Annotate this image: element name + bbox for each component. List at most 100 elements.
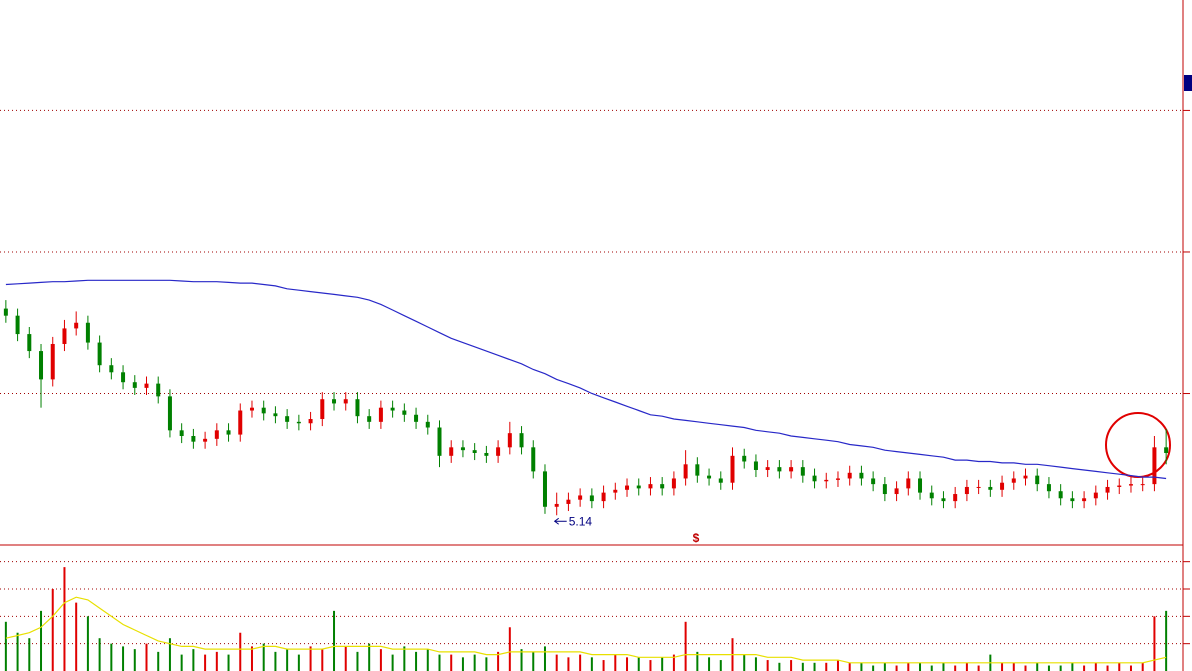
candle-body (425, 421, 430, 428)
candle-body (542, 471, 547, 507)
candle-body (144, 383, 149, 388)
candle-body (132, 382, 137, 388)
candle-body (472, 450, 477, 453)
candle-body (1046, 484, 1051, 492)
candle-body (460, 447, 465, 451)
candle-body (367, 416, 372, 422)
candle-body (1000, 482, 1005, 490)
candle-body (648, 484, 653, 489)
candle-body (156, 383, 161, 397)
candle-body (179, 430, 184, 436)
candle-body (39, 351, 44, 380)
candle-body (238, 410, 243, 435)
candle-body (941, 498, 946, 502)
candle-body (97, 342, 102, 366)
marker: $ (693, 531, 700, 545)
candle-body (285, 416, 290, 422)
moving-average (5, 596, 1167, 664)
candle-body (1023, 475, 1028, 479)
candle-body (882, 484, 887, 495)
candle-body (671, 478, 676, 489)
candle-body (800, 467, 805, 476)
candle-body (894, 488, 899, 495)
candle-body (496, 447, 501, 456)
candle-body (249, 407, 254, 411)
candle-body (1093, 492, 1098, 499)
candle-body (601, 492, 606, 502)
candle-body (109, 365, 114, 373)
candle-body (859, 472, 864, 479)
candle-body (3, 308, 8, 316)
candle-body (27, 334, 32, 352)
candle-body (625, 485, 630, 490)
candle-body (1128, 484, 1133, 486)
candle-body (730, 455, 735, 483)
candle-body (918, 478, 923, 493)
candle-body (1152, 447, 1157, 485)
candle-body (390, 407, 395, 411)
candle-body (226, 430, 231, 435)
candle-body (1164, 447, 1169, 453)
candle-body (214, 430, 219, 439)
candle-body (1011, 478, 1016, 483)
candle-body (929, 492, 934, 499)
candle-body (1035, 475, 1040, 485)
candle-body (777, 467, 782, 472)
candle-body (988, 486, 993, 490)
candle-body (50, 343, 55, 380)
candle-body (1058, 491, 1063, 499)
candle-body (62, 328, 67, 344)
candle-body (1140, 484, 1145, 486)
candle-body (1117, 485, 1122, 487)
low-arrow-head (553, 517, 560, 525)
candle-body (74, 322, 79, 329)
candle-body (261, 407, 266, 414)
candle-body (847, 472, 852, 479)
candle-body (718, 478, 723, 483)
candle-body (414, 414, 419, 422)
candle-body (507, 433, 512, 448)
candle-body (812, 475, 817, 482)
candle-body (167, 396, 172, 431)
candle-body (707, 475, 712, 479)
candle-body (789, 467, 794, 472)
candle-body (1070, 498, 1075, 502)
moving-average (5, 279, 1167, 480)
candle-body (203, 438, 208, 442)
candle-body (296, 421, 301, 424)
candle-body (824, 479, 829, 482)
candle-body (636, 485, 641, 489)
candle-body (437, 427, 442, 456)
candle-body (519, 433, 524, 448)
candle-body (566, 499, 571, 504)
candle-body (613, 489, 618, 493)
candle-body (378, 407, 383, 422)
candle-body (683, 464, 688, 479)
price-marker (1184, 75, 1192, 91)
candle-body (964, 486, 969, 495)
candle-body (15, 315, 20, 335)
candle-body (695, 464, 700, 476)
candle-body (906, 478, 911, 489)
candle-body (531, 447, 536, 472)
candle-body (484, 452, 489, 456)
candle-body (660, 484, 665, 489)
candle-body (191, 436, 196, 442)
candle-body (332, 399, 337, 404)
candle-body (953, 494, 958, 502)
candle-body (871, 478, 876, 485)
candle-body (85, 322, 90, 343)
candle-body (1082, 498, 1087, 502)
candle-body (308, 419, 313, 424)
candle-body (355, 399, 360, 417)
candle-body (578, 495, 583, 500)
candle-body (1105, 486, 1110, 493)
candle-body (402, 410, 407, 415)
candle-body (765, 467, 770, 470)
candle-body (753, 461, 758, 470)
candle-body (742, 455, 747, 462)
candle-body (273, 413, 278, 417)
candle-body (343, 399, 348, 404)
